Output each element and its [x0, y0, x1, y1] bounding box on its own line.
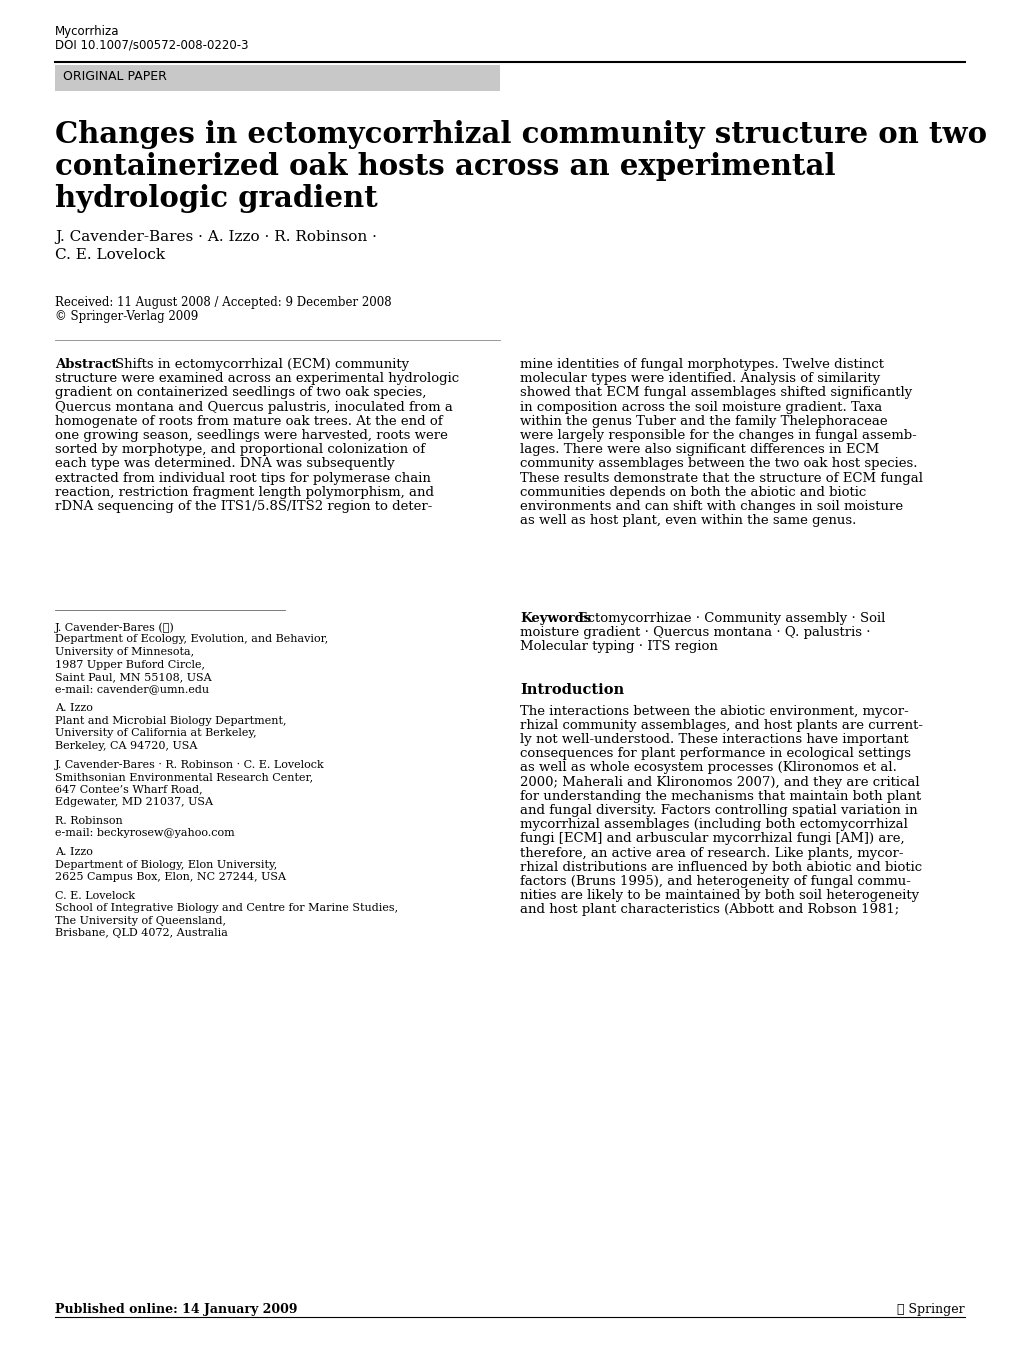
Text: 1987 Upper Buford Circle,: 1987 Upper Buford Circle,: [55, 660, 205, 669]
Text: Received: 11 August 2008 / Accepted: 9 December 2008: Received: 11 August 2008 / Accepted: 9 D…: [55, 295, 391, 309]
Text: 647 Contee’s Wharf Road,: 647 Contee’s Wharf Road,: [55, 785, 203, 794]
Text: Changes in ectomycorrhizal community structure on two: Changes in ectomycorrhizal community str…: [55, 121, 986, 149]
Text: mine identities of fungal morphotypes. Twelve distinct: mine identities of fungal morphotypes. T…: [520, 358, 883, 371]
Text: Keywords: Keywords: [520, 612, 591, 625]
Text: Molecular typing · ITS region: Molecular typing · ITS region: [520, 641, 717, 653]
Text: mycorrhizal assemblages (including both ectomycorrhizal: mycorrhizal assemblages (including both …: [520, 818, 907, 831]
Text: fungi [ECM] and arbuscular mycorrhizal fungi [AM]) are,: fungi [ECM] and arbuscular mycorrhizal f…: [520, 832, 904, 846]
Text: nities are likely to be maintained by both soil heterogeneity: nities are likely to be maintained by bo…: [520, 889, 918, 902]
Bar: [55, 65, 499, 91]
Text: Department of Biology, Elon University,: Department of Biology, Elon University,: [55, 859, 277, 870]
Text: consequences for plant performance in ecological settings: consequences for plant performance in ec…: [520, 747, 910, 760]
Text: reaction, restriction fragment length polymorphism, and: reaction, restriction fragment length po…: [55, 486, 433, 499]
Text: rhizal distributions are influenced by both abiotic and biotic: rhizal distributions are influenced by b…: [520, 860, 921, 874]
Text: extracted from individual root tips for polymerase chain: extracted from individual root tips for …: [55, 472, 430, 485]
Text: e-mail: cavender@umn.edu: e-mail: cavender@umn.edu: [55, 684, 209, 695]
Text: environments and can shift with changes in soil moisture: environments and can shift with changes …: [520, 500, 902, 514]
Text: rDNA sequencing of the ITS1/5.8S/ITS2 region to deter-: rDNA sequencing of the ITS1/5.8S/ITS2 re…: [55, 500, 432, 514]
Text: hydrologic gradient: hydrologic gradient: [55, 184, 377, 213]
Text: community assemblages between the two oak host species.: community assemblages between the two oa…: [520, 458, 917, 470]
Text: C. E. Lovelock: C. E. Lovelock: [55, 890, 135, 901]
Text: Brisbane, QLD 4072, Australia: Brisbane, QLD 4072, Australia: [55, 928, 227, 938]
Text: J. Cavender-Bares · A. Izzo · R. Robinson ·: J. Cavender-Bares · A. Izzo · R. Robinso…: [55, 230, 377, 244]
Text: DOI 10.1007/s00572-008-0220-3: DOI 10.1007/s00572-008-0220-3: [55, 38, 249, 51]
Text: showed that ECM fungal assemblages shifted significantly: showed that ECM fungal assemblages shift…: [520, 386, 911, 400]
Text: Quercus montana and Quercus palustris, inoculated from a: Quercus montana and Quercus palustris, i…: [55, 401, 452, 413]
Text: ✉ Springer: ✉ Springer: [897, 1304, 964, 1316]
Text: e-mail: beckyrosew@yahoo.com: e-mail: beckyrosew@yahoo.com: [55, 828, 234, 839]
Text: A. Izzo: A. Izzo: [55, 703, 93, 713]
Text: and fungal diversity. Factors controlling spatial variation in: and fungal diversity. Factors controllin…: [520, 804, 917, 817]
Text: These results demonstrate that the structure of ECM fungal: These results demonstrate that the struc…: [520, 472, 922, 485]
Text: ly not well-understood. These interactions have important: ly not well-understood. These interactio…: [520, 733, 908, 747]
Text: R. Robinson: R. Robinson: [55, 816, 122, 825]
Text: Edgewater, MD 21037, USA: Edgewater, MD 21037, USA: [55, 797, 213, 808]
Text: School of Integrative Biology and Centre for Marine Studies,: School of Integrative Biology and Centre…: [55, 904, 397, 913]
Text: in composition across the soil moisture gradient. Taxa: in composition across the soil moisture …: [520, 401, 881, 413]
Text: moisture gradient · Quercus montana · Q. palustris ·: moisture gradient · Quercus montana · Q.…: [520, 626, 869, 640]
Text: J. Cavender-Bares · R. Robinson · C. E. Lovelock: J. Cavender-Bares · R. Robinson · C. E. …: [55, 760, 324, 770]
Text: rhizal community assemblages, and host plants are current-: rhizal community assemblages, and host p…: [520, 718, 922, 732]
Text: Smithsonian Environmental Research Center,: Smithsonian Environmental Research Cente…: [55, 772, 313, 782]
Text: were largely responsible for the changes in fungal assemb-: were largely responsible for the changes…: [520, 430, 916, 442]
Text: Shifts in ectomycorrhizal (ECM) community: Shifts in ectomycorrhizal (ECM) communit…: [115, 358, 409, 371]
Text: C. E. Lovelock: C. E. Lovelock: [55, 248, 165, 262]
Text: J. Cavender-Bares (✉): J. Cavender-Bares (✉): [55, 622, 174, 633]
Text: Published online: 14 January 2009: Published online: 14 January 2009: [55, 1304, 298, 1316]
Text: A. Izzo: A. Izzo: [55, 847, 93, 856]
Text: Ectomycorrhizae · Community assembly · Soil: Ectomycorrhizae · Community assembly · S…: [578, 612, 884, 625]
Text: within the genus Tuber and the family Thelephoraceae: within the genus Tuber and the family Th…: [520, 415, 887, 428]
Text: Mycorrhiza: Mycorrhiza: [55, 24, 119, 38]
Text: containerized oak hosts across an experimental: containerized oak hosts across an experi…: [55, 152, 835, 182]
Text: Saint Paul, MN 55108, USA: Saint Paul, MN 55108, USA: [55, 672, 211, 682]
Text: sorted by morphotype, and proportional colonization of: sorted by morphotype, and proportional c…: [55, 443, 425, 457]
Text: gradient on containerized seedlings of two oak species,: gradient on containerized seedlings of t…: [55, 386, 426, 400]
Text: and host plant characteristics (Abbott and Robson 1981;: and host plant characteristics (Abbott a…: [520, 904, 899, 916]
Text: each type was determined. DNA was subsequently: each type was determined. DNA was subseq…: [55, 458, 394, 470]
Text: The University of Queensland,: The University of Queensland,: [55, 916, 226, 925]
Text: University of California at Berkeley,: University of California at Berkeley,: [55, 728, 257, 738]
Text: 2000; Maherali and Klironomos 2007), and they are critical: 2000; Maherali and Klironomos 2007), and…: [520, 775, 919, 789]
Text: ORIGINAL PAPER: ORIGINAL PAPER: [63, 70, 167, 83]
Text: therefore, an active area of research. Like plants, mycor-: therefore, an active area of research. L…: [520, 847, 903, 859]
Text: molecular types were identified. Analysis of similarity: molecular types were identified. Analysi…: [520, 373, 879, 385]
Text: University of Minnesota,: University of Minnesota,: [55, 646, 194, 657]
Text: for understanding the mechanisms that maintain both plant: for understanding the mechanisms that ma…: [520, 790, 920, 802]
Text: one growing season, seedlings were harvested, roots were: one growing season, seedlings were harve…: [55, 430, 447, 442]
Text: factors (Bruns 1995), and heterogeneity of fungal commu-: factors (Bruns 1995), and heterogeneity …: [520, 875, 910, 888]
Text: Plant and Microbial Biology Department,: Plant and Microbial Biology Department,: [55, 715, 286, 726]
Text: communities depends on both the abiotic and biotic: communities depends on both the abiotic …: [520, 486, 865, 499]
Text: Department of Ecology, Evolution, and Behavior,: Department of Ecology, Evolution, and Be…: [55, 634, 328, 645]
Text: Introduction: Introduction: [520, 683, 624, 696]
Text: lages. There were also significant differences in ECM: lages. There were also significant diffe…: [520, 443, 878, 457]
Text: structure were examined across an experimental hydrologic: structure were examined across an experi…: [55, 373, 459, 385]
Text: as well as host plant, even within the same genus.: as well as host plant, even within the s…: [520, 514, 856, 527]
Text: 2625 Campus Box, Elon, NC 27244, USA: 2625 Campus Box, Elon, NC 27244, USA: [55, 873, 285, 882]
Text: © Springer-Verlag 2009: © Springer-Verlag 2009: [55, 310, 198, 322]
Text: Berkeley, CA 94720, USA: Berkeley, CA 94720, USA: [55, 741, 198, 751]
Text: The interactions between the abiotic environment, mycor-: The interactions between the abiotic env…: [520, 705, 908, 718]
Text: homogenate of roots from mature oak trees. At the end of: homogenate of roots from mature oak tree…: [55, 415, 442, 428]
Text: as well as whole ecosystem processes (Klironomos et al.: as well as whole ecosystem processes (Kl…: [520, 762, 896, 775]
Text: Abstract: Abstract: [55, 358, 117, 371]
